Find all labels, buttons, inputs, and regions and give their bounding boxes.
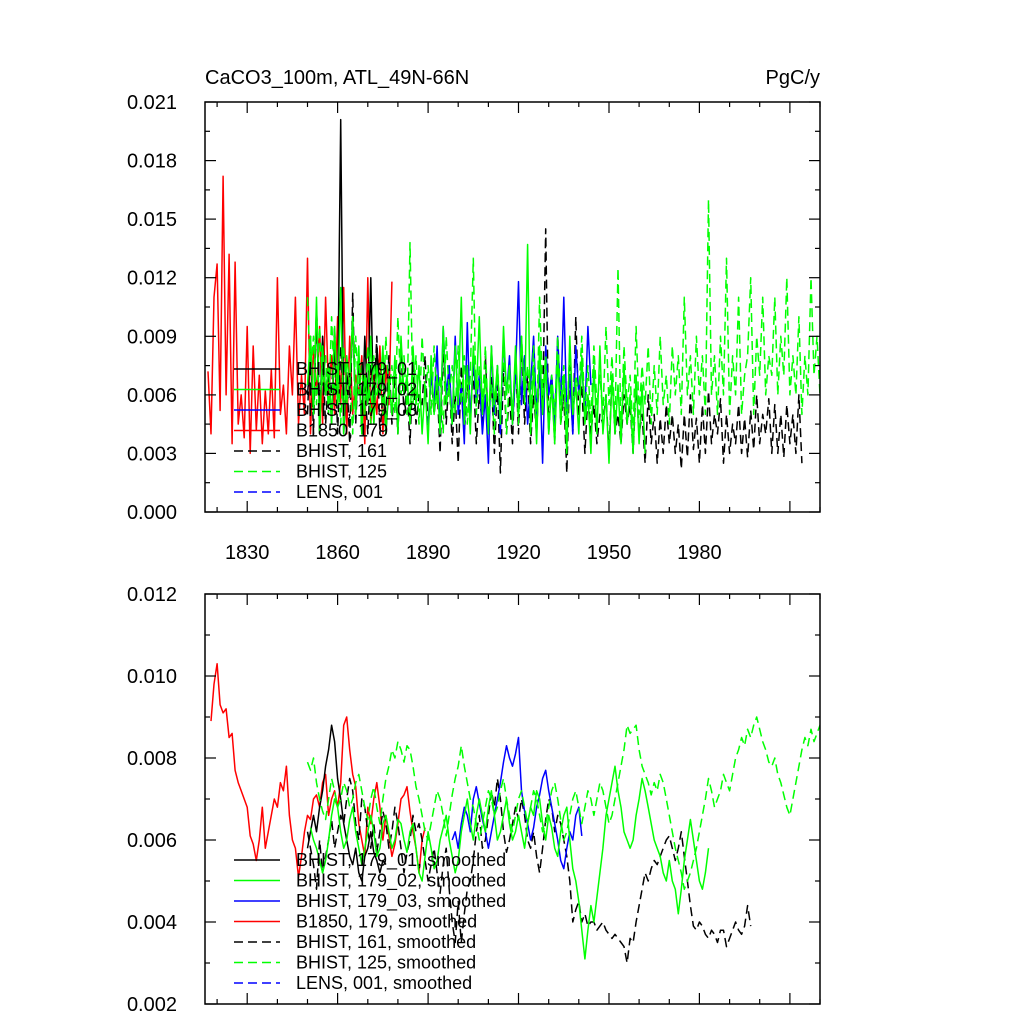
top-legend-label: BHIST, 161: [296, 441, 387, 461]
top-y-tick-label: 0.012: [127, 268, 177, 290]
top-legend-label: BHIST, 125: [296, 462, 387, 482]
top-legend-label: BHIST, 179_03: [296, 400, 417, 421]
bottom-series-line-0: [210, 662, 426, 878]
bottom-panel: 0.002 0.004 0.006 0.008 0.010 0.012 BHIST, 17…: [127, 584, 821, 1016]
top-y-tick-label: 0.003: [127, 443, 177, 465]
top-axes: 1830 1860 1890 1920 1950 1980 0.000 0.003 0.006 0…: [127, 92, 821, 564]
bottom-y-tick-label: 0.006: [127, 830, 177, 852]
top-y-tick-label: 0.000: [127, 502, 177, 524]
top-series-line-0: [207, 175, 393, 455]
bottom-legend-label: BHIST, 179_02, smoothed: [296, 871, 506, 892]
units-label: PgC/y: [766, 67, 820, 89]
bottom-legend-label: B1850, 179, smoothed: [296, 912, 477, 932]
top-panel: CaCO3_100m, ATL_49N-66N PgC/y 1830 1860 18…: [127, 67, 821, 564]
top-legend-label: B1850, 179: [296, 421, 388, 441]
top-y-tick-label: 0.021: [127, 92, 177, 114]
bottom-legend-label: LENS, 001, smoothed: [296, 973, 472, 993]
top-legend-label: LENS, 001: [296, 482, 383, 502]
bottom-y-tick-label: 0.012: [127, 584, 177, 606]
bottom-y-tick-label: 0.010: [127, 666, 177, 688]
bottom-legend-label: BHIST, 179_03, smoothed: [296, 891, 506, 912]
top-legend-label: BHIST, 179_01: [296, 359, 417, 380]
bottom-legend-label: BHIST, 125, smoothed: [296, 953, 476, 973]
top-x-tick-label: 1950: [587, 542, 632, 564]
bottom-series-line-4: [309, 765, 710, 960]
top-x-tick-label: 1980: [677, 542, 722, 564]
top-x-tick-label: 1920: [496, 542, 541, 564]
top-y-tick-label: 0.006: [127, 385, 177, 407]
top-series-lines: [207, 118, 820, 474]
bottom-series-lines: [210, 662, 820, 964]
bottom-y-tick-label: 0.008: [127, 748, 177, 770]
top-x-tick-label: 1830: [225, 542, 270, 564]
bottom-y-tick-label: 0.002: [127, 994, 177, 1016]
top-series-line-3: [427, 280, 592, 464]
top-legend-label: BHIST, 179_02: [296, 380, 417, 401]
bottom-legend-label: BHIST, 161, smoothed: [296, 932, 476, 952]
bottom-y-tick-label: 0.004: [127, 912, 177, 934]
top-series-line-5: [306, 198, 820, 435]
top-y-tick-label: 0.015: [127, 209, 177, 231]
bottom-axes: 0.002 0.004 0.006 0.008 0.010 0.012: [127, 584, 821, 1016]
bottom-legend-label: BHIST, 179_01, smoothed: [296, 850, 506, 871]
top-x-tick-label: 1890: [406, 542, 451, 564]
top-y-tick-label: 0.018: [127, 151, 177, 173]
bottom-series-line-2: [306, 777, 752, 964]
top-x-tick-label: 1860: [315, 542, 360, 564]
chart-title: CaCO3_100m, ATL_49N-66N: [205, 67, 469, 89]
top-y-tick-label: 0.009: [127, 326, 177, 348]
bottom-series-line-3: [451, 736, 583, 870]
bottom-series-line-5: [306, 716, 820, 890]
